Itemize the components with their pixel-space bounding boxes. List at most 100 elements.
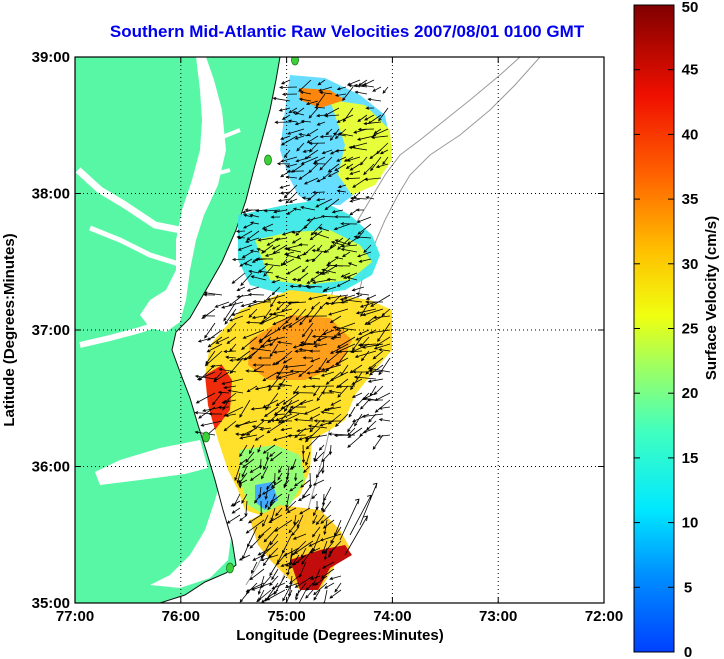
velocity-arrow xyxy=(269,343,279,358)
velocity-arrow xyxy=(354,350,377,358)
velocity-arrow xyxy=(279,85,298,90)
velocity-arrow xyxy=(334,256,344,260)
velocity-arrow xyxy=(305,284,323,288)
velocity-arrow xyxy=(376,434,391,438)
velocity-arrow xyxy=(234,420,258,428)
velocity-arrow xyxy=(349,198,361,203)
velocity-arrow xyxy=(315,93,326,107)
radar-station-marker xyxy=(291,57,299,66)
velocity-arrow xyxy=(295,582,307,597)
velocity-arrow xyxy=(221,378,244,385)
velocity-arrow xyxy=(236,294,251,299)
velocity-arrow xyxy=(225,355,237,359)
velocity-arrow xyxy=(255,257,274,261)
velocity-arrow xyxy=(251,582,272,591)
velocity-arrow xyxy=(372,350,384,360)
velocity-arrow xyxy=(263,526,279,543)
velocity-arrow xyxy=(280,79,291,85)
velocity-arrow xyxy=(241,336,258,350)
velocity-arrow xyxy=(359,399,370,410)
velocity-arrow xyxy=(268,547,279,558)
velocity-arrow xyxy=(231,308,251,316)
velocity-arrow xyxy=(363,121,382,126)
velocity-arrow xyxy=(313,385,321,397)
velocity-arrow xyxy=(294,121,305,126)
velocity-arrow xyxy=(310,223,323,236)
velocity-arrow xyxy=(280,561,293,567)
velocity-arrow xyxy=(354,413,363,427)
velocity-arrow xyxy=(285,163,298,168)
velocity-arrow xyxy=(357,127,375,132)
velocity-arrow xyxy=(263,209,281,213)
velocity-arrow xyxy=(372,434,384,450)
velocity-arrow xyxy=(194,374,216,380)
velocity-arrow xyxy=(324,582,335,589)
velocity-arrow xyxy=(246,286,260,292)
velocity-arrow xyxy=(320,410,335,415)
velocity-arrow xyxy=(251,425,265,429)
velocity-arrow xyxy=(241,465,248,478)
velocity-arrow xyxy=(288,315,307,328)
velocity-arrow xyxy=(364,177,382,181)
velocity-arrow xyxy=(238,554,251,561)
velocity-arrow xyxy=(276,364,286,380)
velocity-arrow xyxy=(248,269,260,274)
velocity-arrow xyxy=(275,399,286,407)
velocity-arrow xyxy=(234,465,241,482)
velocity-arrow xyxy=(298,364,314,378)
velocity-arrow xyxy=(276,371,293,375)
velocity-arrow xyxy=(313,582,328,596)
velocity-arrow xyxy=(304,434,328,440)
velocity-arrow xyxy=(274,275,288,281)
velocity-arrow xyxy=(255,208,267,213)
velocity-arrow xyxy=(366,420,377,431)
velocity-arrow xyxy=(263,262,281,267)
velocity-arrow xyxy=(347,262,358,267)
velocity-arrow xyxy=(361,343,384,349)
velocity-arrow xyxy=(249,533,265,549)
velocity-arrow xyxy=(358,258,372,263)
map-title: Southern Mid-Atlantic Raw Velocities 200… xyxy=(109,22,585,41)
velocity-arrow xyxy=(348,406,356,418)
velocity-arrow xyxy=(333,264,351,268)
velocity-arrow xyxy=(351,378,363,385)
velocity-arrow xyxy=(329,315,342,324)
velocity-arrow xyxy=(241,251,253,259)
velocity-arrow xyxy=(273,412,286,417)
velocity-arrow xyxy=(275,350,293,366)
velocity-arrow xyxy=(257,237,274,242)
velocity-arrow xyxy=(276,340,293,345)
velocity-arrow xyxy=(334,215,351,219)
velocity-arrow xyxy=(249,465,262,473)
velocity-arrow xyxy=(319,156,333,171)
velocity-arrow xyxy=(311,526,321,538)
eastern-shore-inlet xyxy=(211,128,241,177)
velocity-arrow xyxy=(315,198,333,208)
velocity-arrow xyxy=(296,427,314,433)
velocity-arrow xyxy=(277,322,286,331)
velocity-arrow xyxy=(313,589,321,601)
y-axis-label: Latitude (Degrees:Minutes) xyxy=(1,233,18,426)
velocity-arrow xyxy=(344,515,369,556)
colorbar-tick-label: 45 xyxy=(682,62,699,79)
velocity-arrow xyxy=(226,514,241,524)
velocity-arrow xyxy=(227,322,237,333)
colorbar-tick-label: 20 xyxy=(682,385,699,402)
velocity-arrow xyxy=(320,514,332,524)
velocity-arrow xyxy=(298,399,314,405)
velocity-arrow xyxy=(261,223,274,230)
velocity-arrow xyxy=(330,336,342,340)
velocity-arrow xyxy=(311,493,318,500)
velocity-arrow xyxy=(287,434,307,438)
velocity-arrow xyxy=(336,336,356,348)
velocity-arrow xyxy=(224,308,237,325)
velocity-arrow xyxy=(294,540,314,555)
velocity-arrow xyxy=(239,399,251,418)
potomac-river xyxy=(75,167,181,234)
velocity-arrow xyxy=(269,451,283,462)
velocity-arrow xyxy=(262,444,276,454)
colorbar-tick-label: 35 xyxy=(682,191,699,208)
velocity-arrow xyxy=(324,301,349,306)
velocity-arrow xyxy=(229,357,244,375)
velocity-arrow xyxy=(268,378,279,392)
